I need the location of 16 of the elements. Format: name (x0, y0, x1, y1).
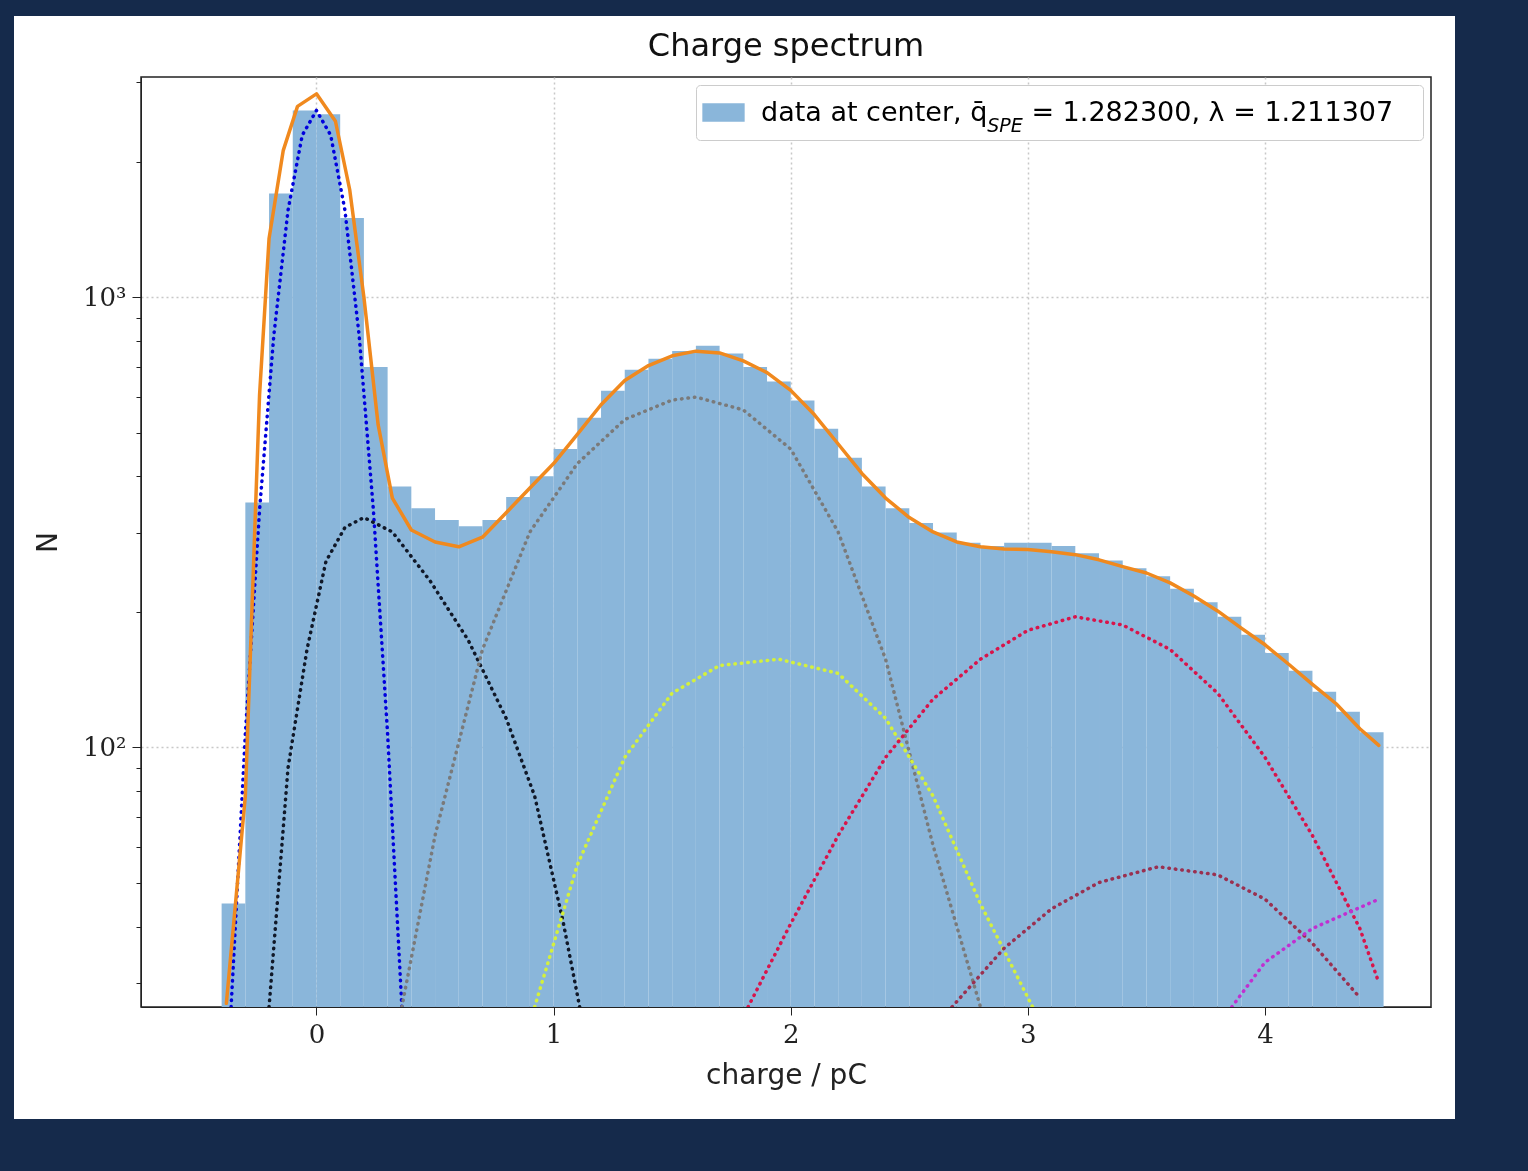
line-series (229, 108, 404, 1007)
line-series (267, 515, 582, 1007)
legend-label: data at center, q̄$_{SPE}$ = 1.282300, λ = 1.211307 (761, 95, 1394, 136)
y-tick-label: 10³ (82, 281, 127, 312)
x-axis-title: charge / pC (706, 1057, 867, 1091)
y-axis-title: N (30, 532, 64, 553)
line-series (746, 615, 1381, 1007)
line-series (532, 657, 1035, 1007)
x-tick-label: 3 (1020, 1018, 1037, 1049)
chart-title: Charge spectrum (647, 26, 925, 64)
x-tick-label: 0 (308, 1018, 326, 1049)
x-tick-label: 2 (782, 1018, 800, 1049)
x-tick-label: 4 (1257, 1018, 1274, 1049)
x-tick-label: 1 (545, 1018, 563, 1049)
y-tick-label: 10² (82, 731, 127, 762)
line-series (400, 395, 983, 1007)
